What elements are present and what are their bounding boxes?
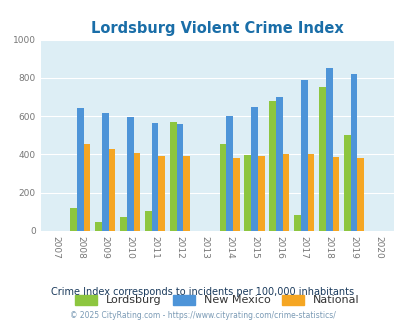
Bar	[158, 156, 165, 231]
Bar	[356, 158, 363, 231]
Bar	[109, 149, 115, 231]
Bar	[183, 156, 190, 231]
Bar	[120, 216, 126, 231]
Bar	[332, 157, 339, 231]
Bar	[151, 123, 158, 231]
Bar	[282, 154, 289, 231]
Bar	[251, 107, 257, 231]
Bar	[226, 116, 232, 231]
Bar	[294, 215, 300, 231]
Bar	[244, 155, 251, 231]
Text: © 2025 CityRating.com - https://www.cityrating.com/crime-statistics/: © 2025 CityRating.com - https://www.city…	[70, 311, 335, 320]
Bar	[325, 68, 332, 231]
Bar	[83, 144, 90, 231]
Bar	[145, 211, 151, 231]
Bar	[70, 208, 77, 231]
Bar	[307, 154, 313, 231]
Bar	[269, 101, 275, 231]
Text: Crime Index corresponds to incidents per 100,000 inhabitants: Crime Index corresponds to incidents per…	[51, 287, 354, 297]
Bar	[95, 222, 102, 231]
Bar	[169, 122, 176, 231]
Bar	[300, 80, 307, 231]
Bar	[318, 87, 325, 231]
Bar	[219, 144, 226, 231]
Bar	[176, 124, 183, 231]
Bar	[343, 135, 350, 231]
Bar	[257, 156, 264, 231]
Title: Lordsburg Violent Crime Index: Lordsburg Violent Crime Index	[91, 21, 343, 36]
Bar	[133, 153, 140, 231]
Legend: Lordsburg, New Mexico, National: Lordsburg, New Mexico, National	[70, 290, 363, 310]
Bar	[77, 108, 83, 231]
Bar	[126, 117, 133, 231]
Bar	[275, 97, 282, 231]
Bar	[102, 113, 109, 231]
Bar	[232, 158, 239, 231]
Bar	[350, 74, 356, 231]
